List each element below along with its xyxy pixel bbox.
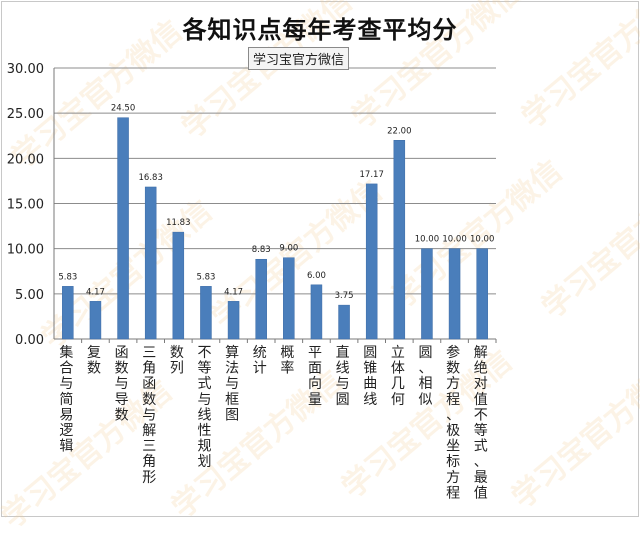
x-tick-label: 三角函数与解三角形 xyxy=(142,345,156,486)
bar xyxy=(393,140,406,340)
y-tick-label: 10.00 xyxy=(7,243,44,258)
x-tick-label: 算法与框图 xyxy=(225,345,239,423)
bar xyxy=(365,183,378,340)
y-tick-label: 5.00 xyxy=(15,288,44,303)
x-tick-label: 参数方程、极坐标方程 xyxy=(446,344,460,501)
data-label: 17.17 xyxy=(360,170,384,180)
data-label: 10.00 xyxy=(415,235,439,245)
x-tick-label: 集合与简易逻辑 xyxy=(59,344,73,455)
chart-frame xyxy=(1,1,639,517)
y-tick-label: 25.00 xyxy=(7,107,44,122)
bar xyxy=(117,117,129,340)
data-label: 16.83 xyxy=(139,173,163,183)
x-tick-label: 立体几何 xyxy=(391,345,405,408)
y-tick-label: 30.00 xyxy=(7,62,44,77)
x-tick-label: 复数 xyxy=(87,344,101,377)
data-label: 11.83 xyxy=(166,218,190,228)
data-label: 9.00 xyxy=(279,244,298,254)
data-label: 4.17 xyxy=(86,287,105,297)
bar xyxy=(338,304,350,340)
bar-chart: 0.00 5.00 10.00 15.00 20.00 25.00 30.00 5.83 集合与… xyxy=(7,62,497,501)
bar xyxy=(62,286,74,340)
bar xyxy=(89,301,102,340)
bar xyxy=(227,301,240,340)
data-label: 4.17 xyxy=(224,287,243,297)
x-tick-label: 解绝对值不等式、最值 xyxy=(474,345,488,501)
y-tick-label: 20.00 xyxy=(7,152,44,167)
x-tick-label: 函数与导数 xyxy=(115,345,129,423)
x-tick-label: 概率 xyxy=(280,345,294,377)
x-tick-label: 数列 xyxy=(170,345,184,377)
x-tick-label: 平面向量 xyxy=(308,345,322,408)
bar xyxy=(144,186,157,340)
x-tick-label: 圆、相似 xyxy=(418,345,432,408)
data-label: 8.83 xyxy=(252,245,271,255)
data-label: 10.00 xyxy=(470,235,494,245)
data-label: 3.75 xyxy=(335,291,354,301)
bar xyxy=(172,231,185,340)
chart-title: 各知识点每年考查平均分 xyxy=(182,15,458,44)
data-label: 5.83 xyxy=(196,272,215,282)
bar xyxy=(310,284,323,340)
data-label: 10.00 xyxy=(442,235,466,245)
x-tick-label: 圆锥曲线 xyxy=(363,345,377,408)
y-tick-label: 0.00 xyxy=(15,333,44,348)
bar xyxy=(200,286,212,340)
x-tick-label: 直线与圆 xyxy=(336,344,350,408)
bar xyxy=(283,257,295,340)
bar xyxy=(255,258,267,340)
x-tick-label: 统计 xyxy=(253,345,267,377)
data-label: 6.00 xyxy=(307,271,326,281)
bar xyxy=(448,248,461,340)
chart-subtitle: 学习宝官方微信 xyxy=(248,47,350,70)
y-tick-label: 15.00 xyxy=(7,198,44,213)
bar xyxy=(421,248,433,340)
bar xyxy=(476,248,488,340)
x-tick-label: 不等式与线性规划 xyxy=(197,345,211,470)
data-label: 22.00 xyxy=(387,126,411,136)
data-label: 5.83 xyxy=(58,272,77,282)
data-label: 24.50 xyxy=(111,104,135,114)
